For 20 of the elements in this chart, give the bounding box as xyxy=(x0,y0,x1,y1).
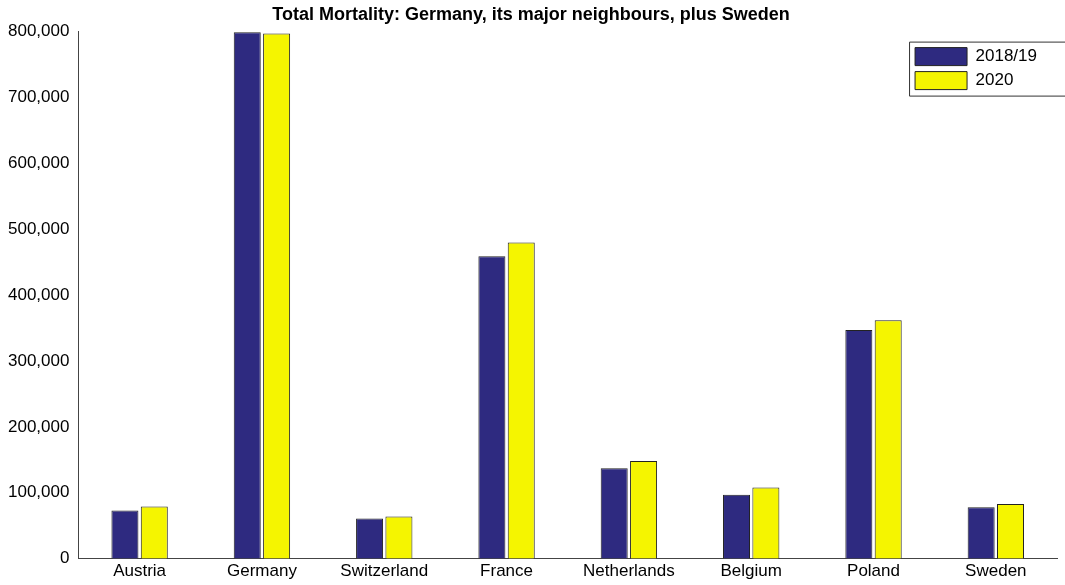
y-tick-label: 400,000 xyxy=(8,284,70,304)
y-tick-label: 0 xyxy=(59,548,70,568)
x-tick-label: Sweden xyxy=(965,561,1027,581)
y-tick-label: 200,000 xyxy=(8,416,70,436)
x-tick-label: Poland xyxy=(847,561,900,581)
y-tick-label: 800,000 xyxy=(8,21,70,41)
x-tick-label: Netherlands xyxy=(583,561,675,581)
y-tick-label: 500,000 xyxy=(8,218,70,238)
legend-label: 2020 xyxy=(975,70,1014,90)
y-tick-label: 100,000 xyxy=(8,482,70,502)
y-tick-label: 700,000 xyxy=(8,87,70,107)
x-tick-label: Belgium xyxy=(720,561,782,581)
chart-title: Total Mortality: Germany, its major neighbours, plus Sweden xyxy=(272,3,790,24)
x-tick-label: Germany xyxy=(226,561,298,581)
legend-label: 2018/19 xyxy=(975,46,1037,66)
y-tick-label: 600,000 xyxy=(8,153,70,173)
x-tick-label: Switzerland xyxy=(340,561,429,581)
x-tick-label: Austria xyxy=(113,561,167,581)
y-tick-label: 300,000 xyxy=(8,350,70,370)
x-tick-label: France xyxy=(480,561,534,581)
